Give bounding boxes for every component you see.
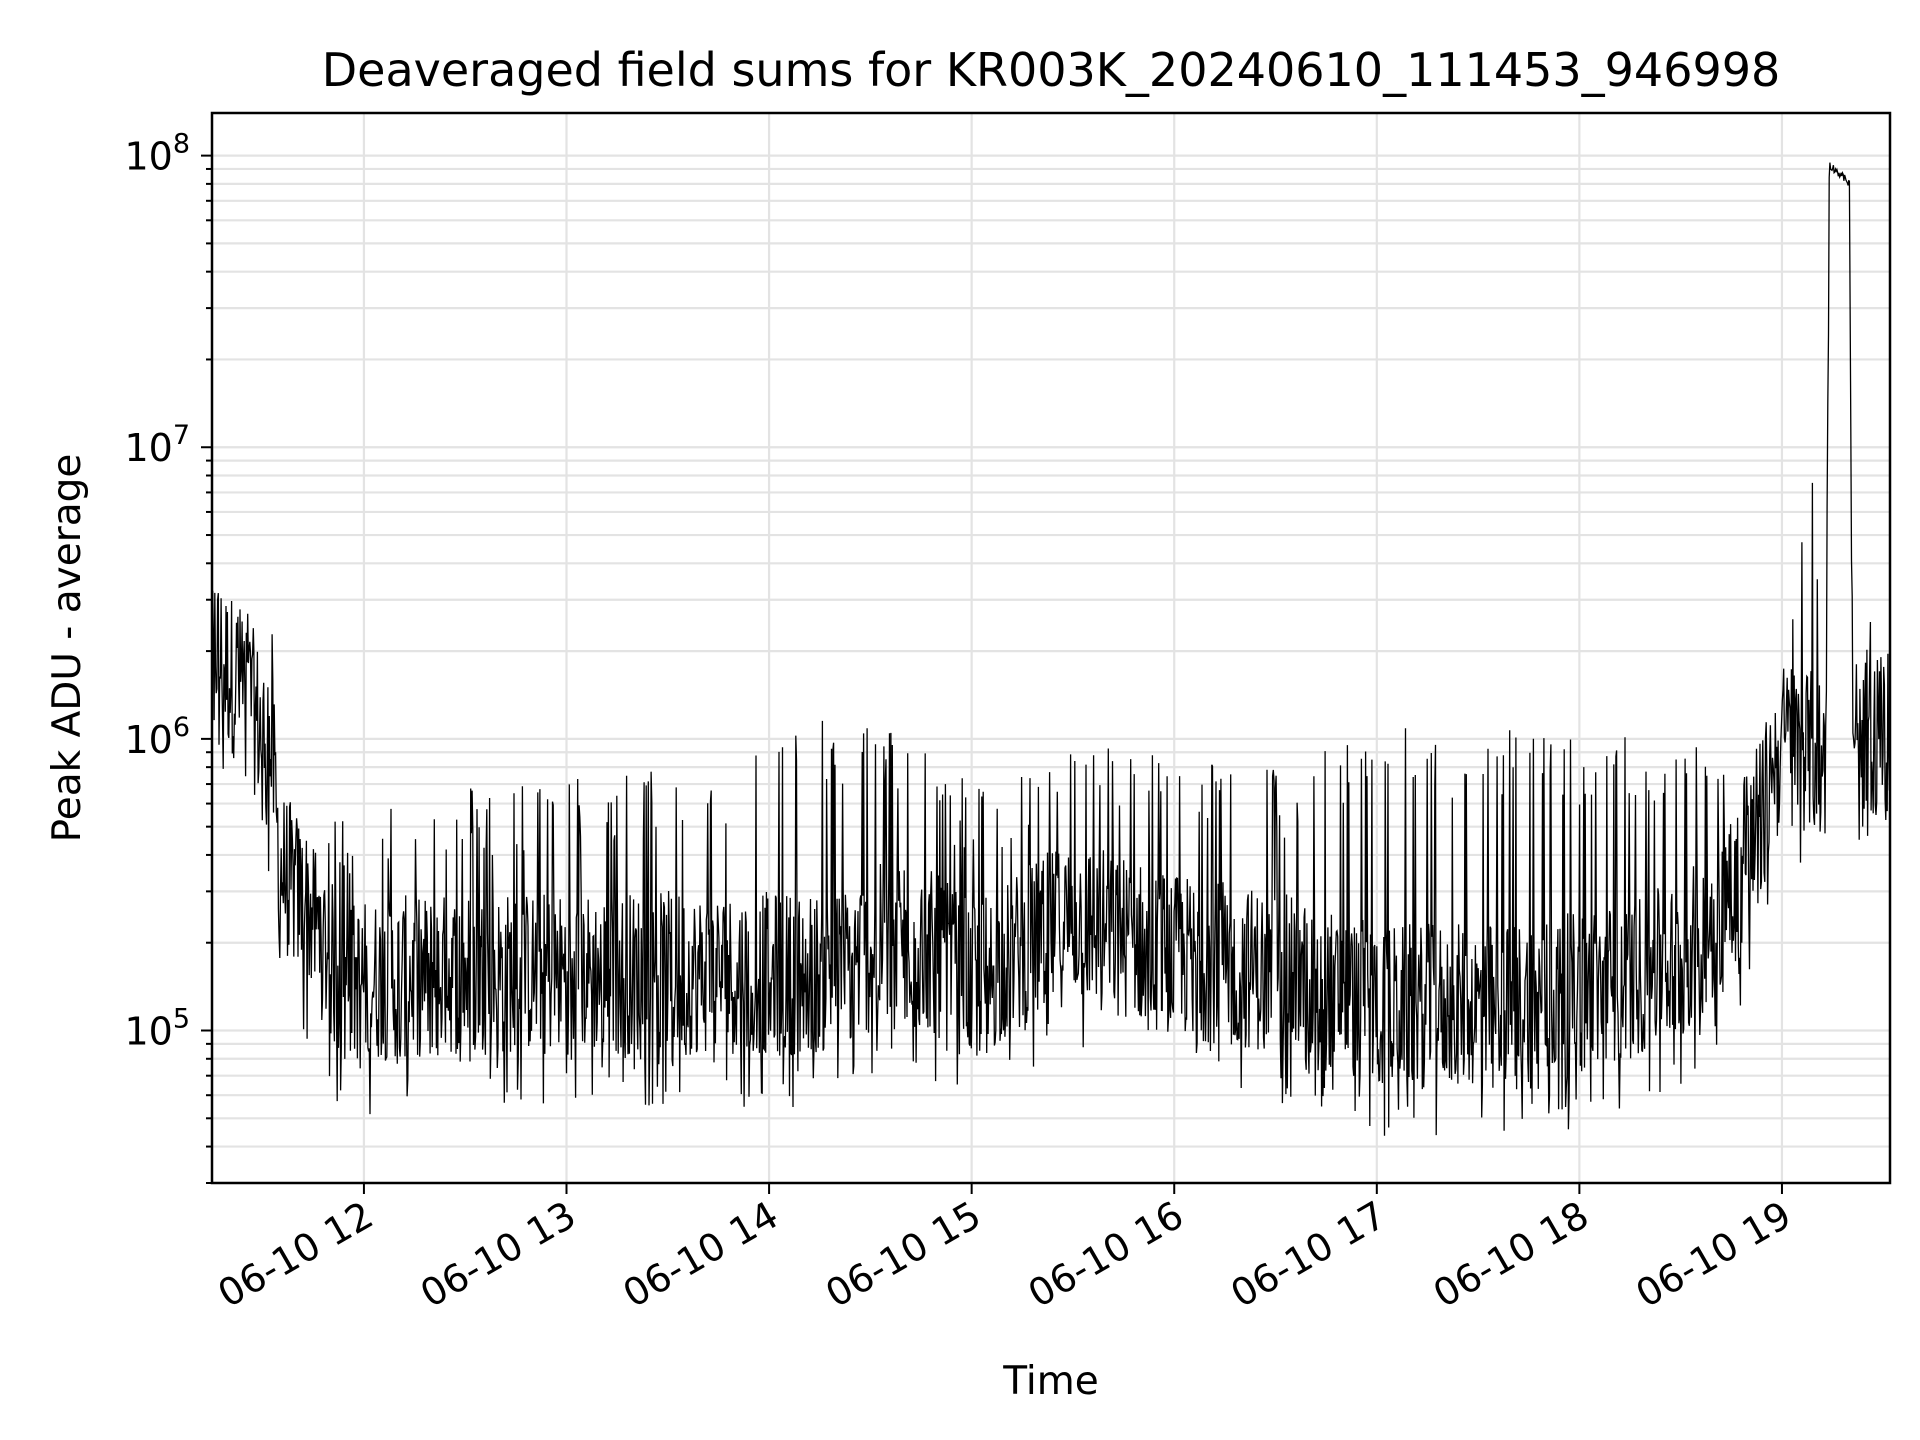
y-axis-label: Peak ADU - average: [45, 454, 90, 843]
series-layer: [211, 162, 1891, 1136]
y-tick-label: 107: [124, 420, 190, 470]
x-axis-label: Time: [1002, 1359, 1098, 1404]
plot-frame: [210, 111, 1892, 1185]
chart-title: Deaveraged field sums for KR003K_2024061…: [322, 43, 1781, 97]
series-line: [211, 162, 1891, 1136]
y-tick-label: 105: [124, 1004, 190, 1054]
y-tick-label: 108: [124, 129, 190, 179]
y-tick-label: 106: [124, 712, 190, 762]
